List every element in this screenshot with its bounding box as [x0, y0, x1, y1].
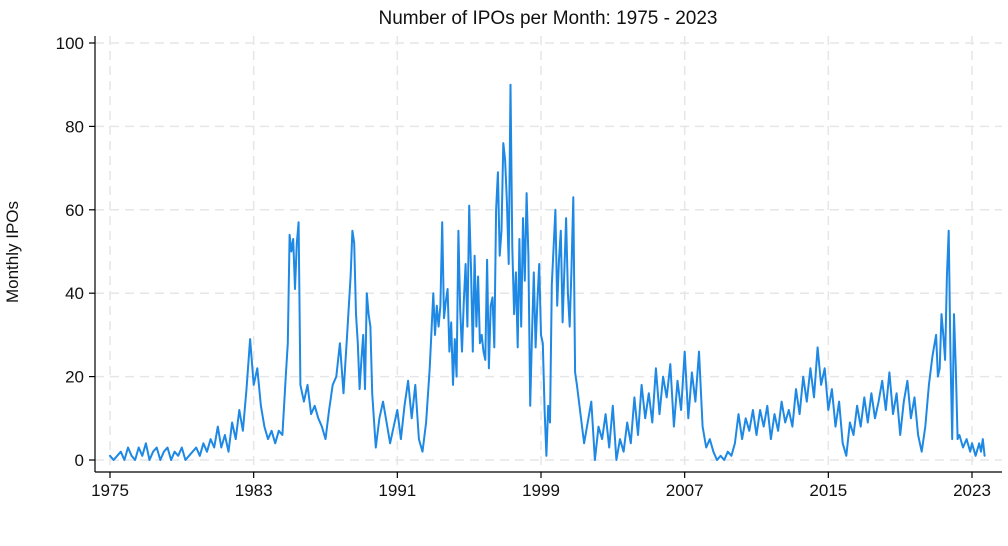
y-tick-label: 100 — [56, 34, 84, 53]
x-tick-label: 2015 — [809, 481, 847, 500]
x-tick-label: 1991 — [378, 481, 416, 500]
y-tick-label: 20 — [65, 368, 84, 387]
x-tick-label: 1983 — [235, 481, 273, 500]
y-axis-label: Monthly IPOs — [3, 201, 22, 303]
x-tick-label: 2023 — [953, 481, 991, 500]
series-layer — [109, 83, 986, 461]
y-tick-label: 0 — [75, 451, 84, 470]
y-tick-label: 40 — [65, 284, 84, 303]
x-tick-label: 2007 — [666, 481, 704, 500]
axes: 0 20 40 60 80 100 1975 1983 1991 1999 2007 2015 2023 — [56, 34, 1002, 500]
monthly-ipos-line — [109, 83, 986, 461]
chart-title: Number of IPOs per Month: 1975 - 2023 — [378, 8, 717, 29]
y-tick-label: 80 — [65, 117, 84, 136]
x-tick-label: 1999 — [522, 481, 560, 500]
y-tick-label: 60 — [65, 201, 84, 220]
x-tick-label: 1975 — [91, 481, 129, 500]
